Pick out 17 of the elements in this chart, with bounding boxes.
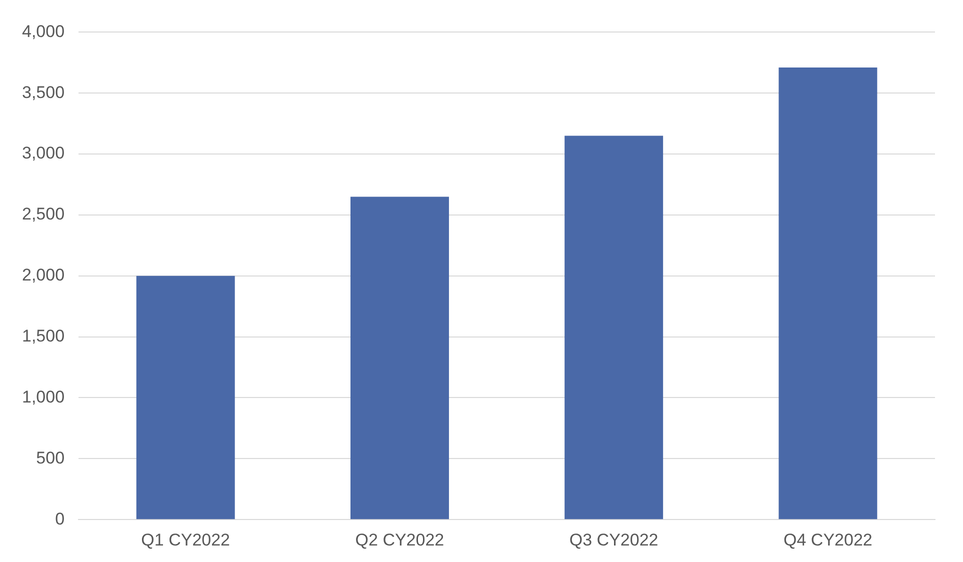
y-tick-label: 1,500 xyxy=(22,326,65,346)
y-tick-label: 3,000 xyxy=(22,144,65,163)
x-tick-label: Q2 CY2022 xyxy=(355,530,444,550)
y-tick-label: 2,000 xyxy=(22,266,65,285)
x-tick-label: Q1 CY2022 xyxy=(141,530,230,550)
x-tick-label: Q3 CY2022 xyxy=(569,530,658,550)
x-tick-label: Q4 CY2022 xyxy=(784,530,872,550)
y-tick-label: 0 xyxy=(55,509,65,528)
y-tick-label: 1,000 xyxy=(22,387,65,406)
y-tick-label: 500 xyxy=(36,448,65,468)
bar xyxy=(564,136,664,520)
bar xyxy=(136,276,235,520)
bar xyxy=(778,68,878,520)
y-tick-label: 2,500 xyxy=(22,204,65,224)
y-tick-label: 3,500 xyxy=(22,82,65,102)
y-tick-label: 4,000 xyxy=(22,22,65,41)
bar xyxy=(350,196,449,520)
